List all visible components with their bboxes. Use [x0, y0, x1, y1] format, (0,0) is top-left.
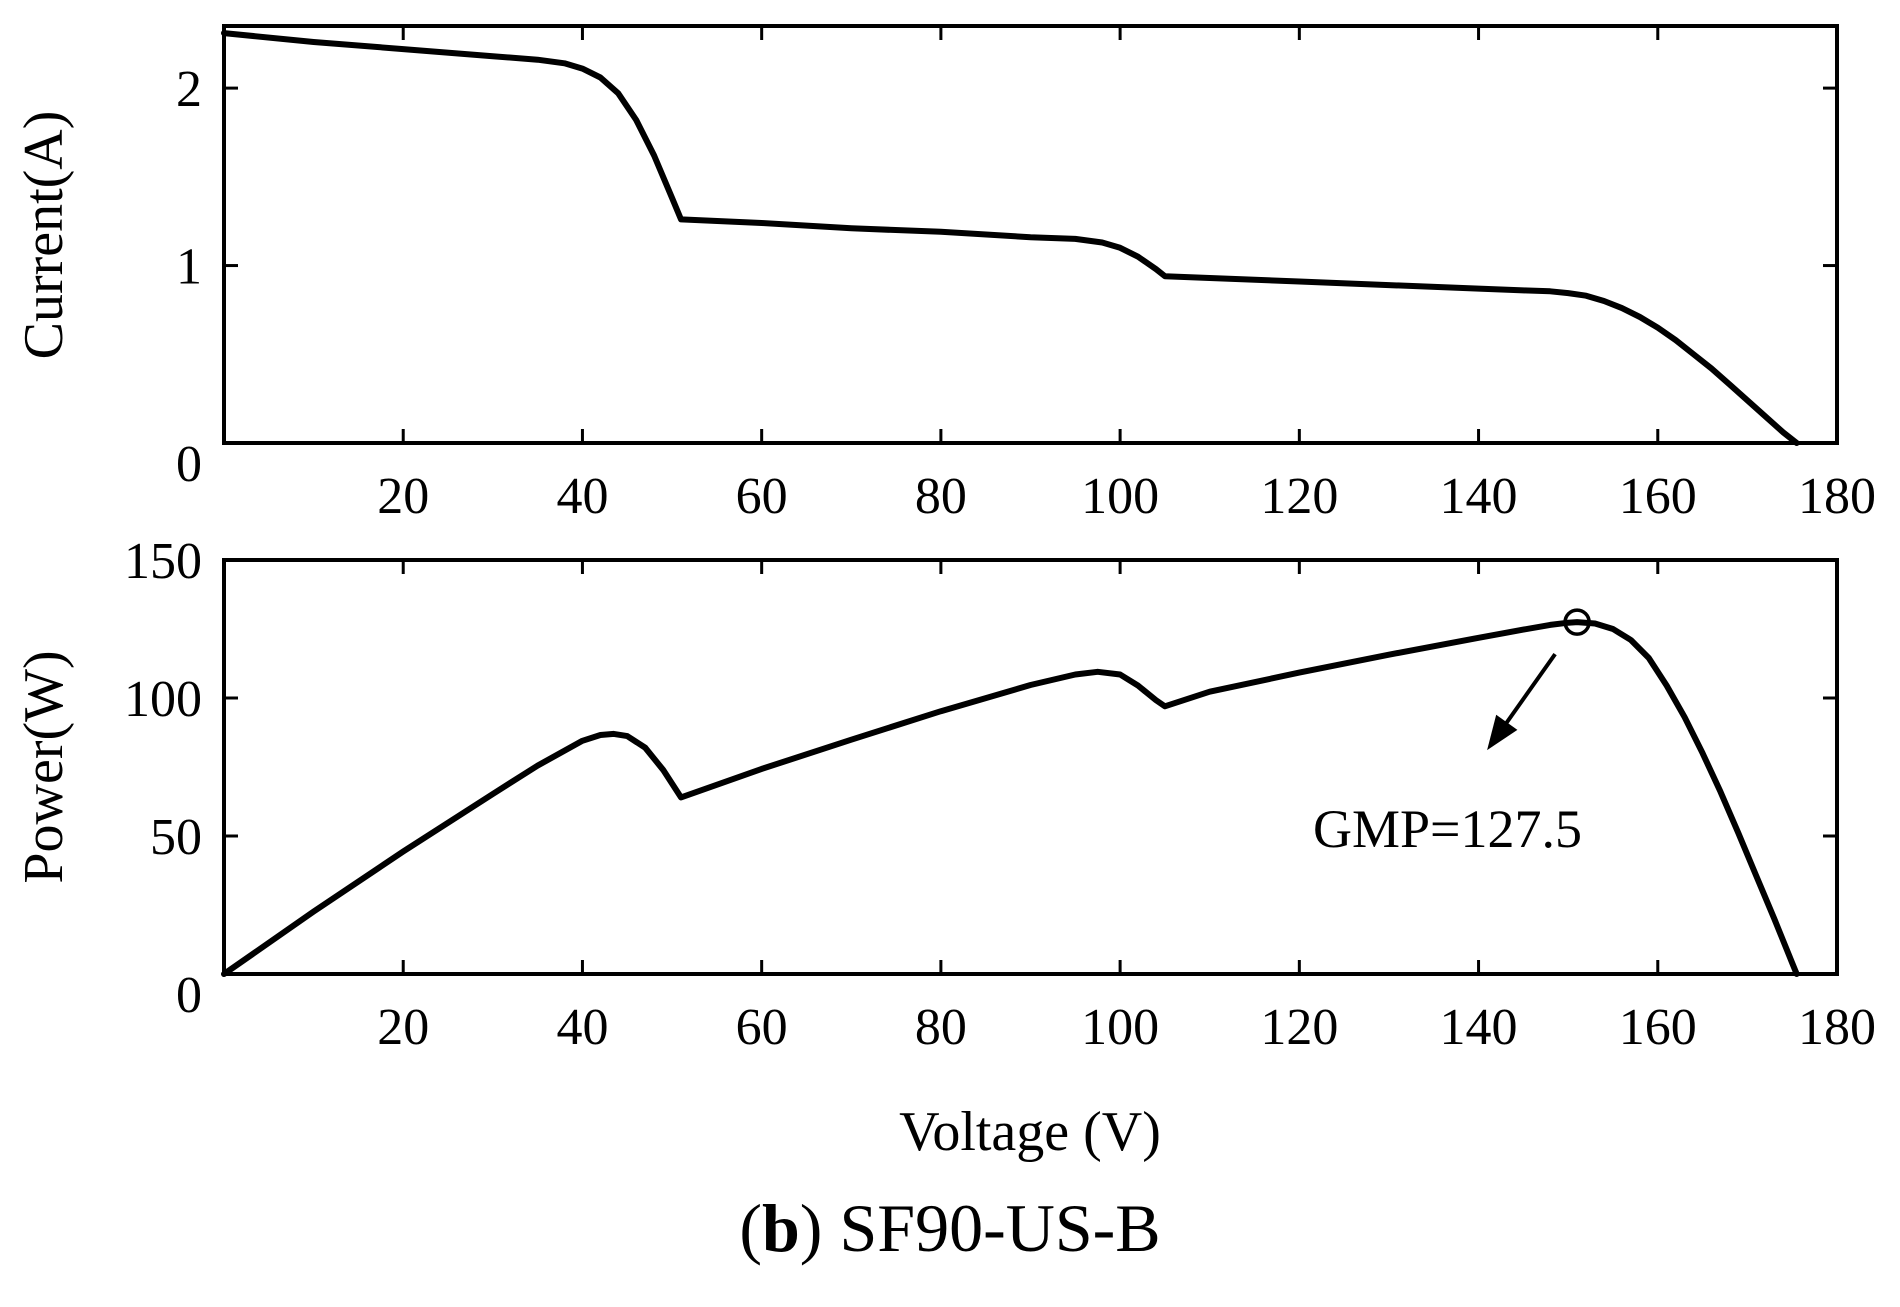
- current-y-axis-title: Current(A): [13, 111, 75, 360]
- y-tick-label: 100: [124, 671, 202, 728]
- current-x-tick-labels: 20 40 60 80 100 120 140 160 180: [377, 468, 1876, 525]
- x-tick-label: 60: [736, 468, 788, 525]
- x-tick-label: 120: [1260, 999, 1338, 1056]
- power-chart: 20 40 60 80 100 120 140 160 180 0 50 100 150 GMP=12…: [13, 533, 1876, 1163]
- y-tick-label: 2: [176, 61, 202, 118]
- x-tick-label: 140: [1440, 468, 1518, 525]
- current-axis-ticks: [224, 26, 1839, 443]
- power-y-tick-labels: 0 50 100 150: [124, 533, 202, 1024]
- gmp-annotation: GMP=127.5: [1313, 799, 1582, 859]
- gmp-marker: [1563, 608, 1591, 636]
- x-tick-label: 40: [556, 999, 608, 1056]
- power-x-tick-labels: 20 40 60 80 100 120 140 160 180: [377, 999, 1876, 1056]
- current-y-tick-labels: 0 1 2: [176, 61, 202, 493]
- x-tick-label: 100: [1081, 999, 1159, 1056]
- power-plot-frame: [222, 558, 1839, 976]
- y-tick-label: 0: [176, 967, 202, 1024]
- power-voltage-curve: [221, 619, 1800, 977]
- x-tick-label: 120: [1260, 468, 1338, 525]
- x-tick-label: 160: [1619, 999, 1697, 1056]
- gmp-arrowhead: [1487, 714, 1518, 751]
- x-tick-label: 60: [736, 999, 788, 1056]
- x-axis-title: Voltage (V): [899, 1101, 1161, 1163]
- power-axis-ticks: [224, 558, 1839, 974]
- power-y-axis-title: Power(W): [13, 650, 75, 883]
- x-tick-label: 20: [377, 468, 429, 525]
- y-tick-label: 50: [150, 809, 202, 866]
- x-tick-label: 180: [1798, 999, 1876, 1056]
- y-tick-label: 150: [124, 533, 202, 590]
- y-tick-label: 1: [176, 239, 202, 296]
- current-voltage-curve: [221, 30, 1800, 446]
- x-tick-label: 80: [915, 999, 967, 1056]
- figure-caption: (b) SF90-US-B: [739, 1190, 1161, 1266]
- caption-letter: b: [761, 1190, 800, 1266]
- y-tick-label: 0: [176, 436, 202, 493]
- x-tick-label: 80: [915, 468, 967, 525]
- x-tick-label: 140: [1440, 999, 1518, 1056]
- current-chart: 20 40 60 80 100 120 140 160 180 0 1 2 Current(A): [13, 24, 1876, 525]
- x-tick-label: 40: [556, 468, 608, 525]
- x-tick-label: 100: [1081, 468, 1159, 525]
- caption-text: SF90-US-B: [839, 1190, 1161, 1266]
- x-tick-label: 180: [1798, 468, 1876, 525]
- x-tick-label: 20: [377, 999, 429, 1056]
- current-plot-frame: [222, 24, 1839, 445]
- x-tick-label: 160: [1619, 468, 1697, 525]
